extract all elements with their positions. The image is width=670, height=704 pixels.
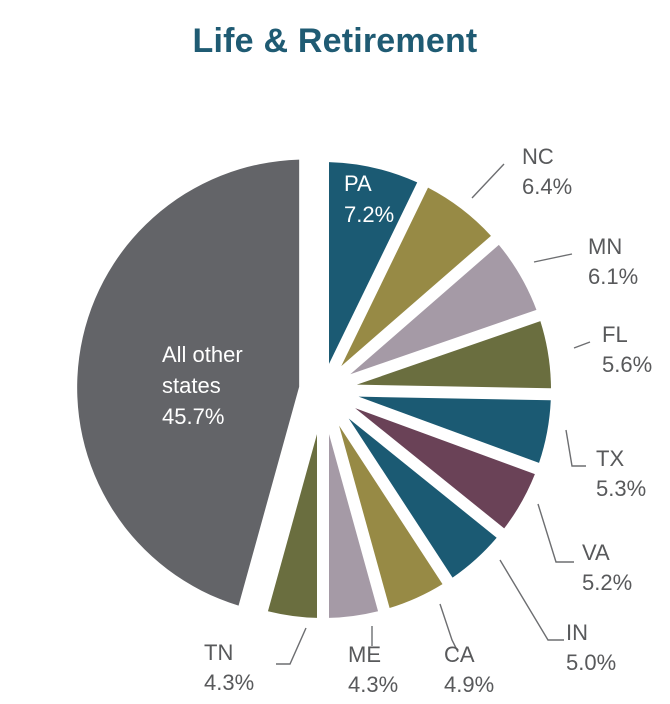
slice-fl (356, 321, 551, 389)
slice-all-other-states (77, 159, 300, 606)
label-pa: PA 7.2% (344, 171, 394, 227)
slice-in (348, 418, 497, 578)
label-tx: TX 5.3% (596, 446, 646, 501)
slice-labels: PA 7.2% NC 6.4% MN 6.1% FL 5.6% TX 5.3% VA 5.2% IN 5.… (162, 144, 652, 697)
leader-tn (276, 627, 307, 665)
leader-va (537, 503, 574, 563)
slice-mn (350, 244, 537, 375)
slice-tx (358, 396, 551, 463)
label-va: VA 5.2% (582, 540, 632, 595)
label-me: ME 4.3% (348, 642, 398, 697)
slice-ca (339, 425, 443, 609)
label-in: IN 5.0% (566, 620, 616, 675)
label-fl: FL 5.6% (602, 322, 652, 377)
label-ca: CA 4.9% (444, 642, 494, 697)
slice-pa (328, 162, 418, 364)
label-nc: NC 6.4% (522, 144, 572, 199)
label-tn: TN 4.3% (204, 640, 254, 695)
leader-fl (573, 341, 591, 349)
slice-tn (267, 434, 318, 618)
leader-lines (276, 163, 591, 665)
slice-va (355, 408, 535, 529)
leader-tx (565, 429, 586, 467)
slice-nc (341, 187, 491, 367)
pie-slices (77, 159, 551, 618)
leader-in (499, 559, 564, 641)
label-mn: MN 6.1% (588, 234, 638, 289)
chart-title: Life & Retirement (192, 22, 478, 60)
leader-nc (471, 163, 505, 199)
leader-mn (533, 253, 573, 263)
leader-ca (439, 603, 459, 653)
slice-me (328, 434, 379, 618)
label-all-other-states: All other states 45.7% (162, 342, 243, 429)
